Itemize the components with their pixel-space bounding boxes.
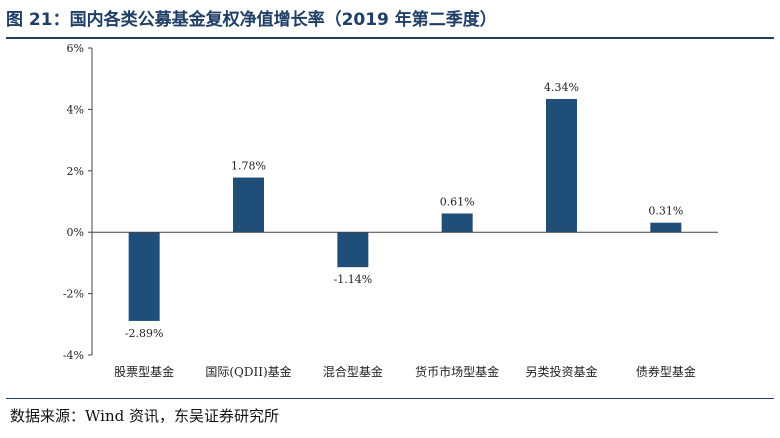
figure-title: 图 21：国内各类公募基金复权净值增长率（2019 年第二季度） [6, 10, 497, 30]
y-tick-label: 4% [67, 103, 84, 116]
value-label: 1.78% [231, 160, 266, 173]
x-axis: 股票型基金 国际(QDII)基金 混合型基金 货币市场型基金 另类投资基金 债券型基金 [92, 231, 718, 379]
bar [233, 177, 264, 233]
x-tick-label: 货币市场型基金 [415, 364, 499, 379]
bar-chart: -4% -2% 0% 2% 4% 6% -2.89% 1.78% -1.14% 0.61% 4.3… [63, 42, 718, 379]
x-tick-label: 混合型基金 [323, 364, 383, 379]
value-label: -2.89% [125, 327, 164, 340]
bar [441, 213, 473, 233]
y-tick-label: -2% [63, 288, 84, 301]
value-label: 0.61% [440, 195, 475, 208]
y-tick-label: 0% [67, 226, 84, 239]
x-tick-label: 国际(QDII)基金 [205, 364, 291, 379]
source-rule [6, 398, 774, 399]
y-tick-label: 2% [67, 165, 84, 178]
bar [650, 222, 682, 233]
bar [128, 232, 160, 321]
x-tick-label: 另类投资基金 [525, 364, 597, 379]
value-labels: -2.89% 1.78% -1.14% 0.61% 4.34% 0.31% [125, 81, 683, 340]
bar [546, 98, 577, 233]
source-note: 数据来源：Wind 资讯，东吴证券研究所 [10, 407, 279, 425]
y-tick-label: -4% [63, 349, 84, 362]
value-label: 4.34% [544, 81, 579, 94]
bars [128, 98, 682, 321]
value-label: -1.14% [333, 273, 372, 286]
y-tick-label: 6% [67, 42, 84, 55]
x-tick-label: 股票型基金 [114, 364, 174, 379]
value-label: 0.31% [648, 205, 683, 218]
bar [337, 232, 369, 268]
title-rule [6, 37, 774, 39]
x-tick-label: 债券型基金 [636, 364, 696, 379]
y-axis: -4% -2% 0% 2% 4% 6% [63, 42, 93, 362]
